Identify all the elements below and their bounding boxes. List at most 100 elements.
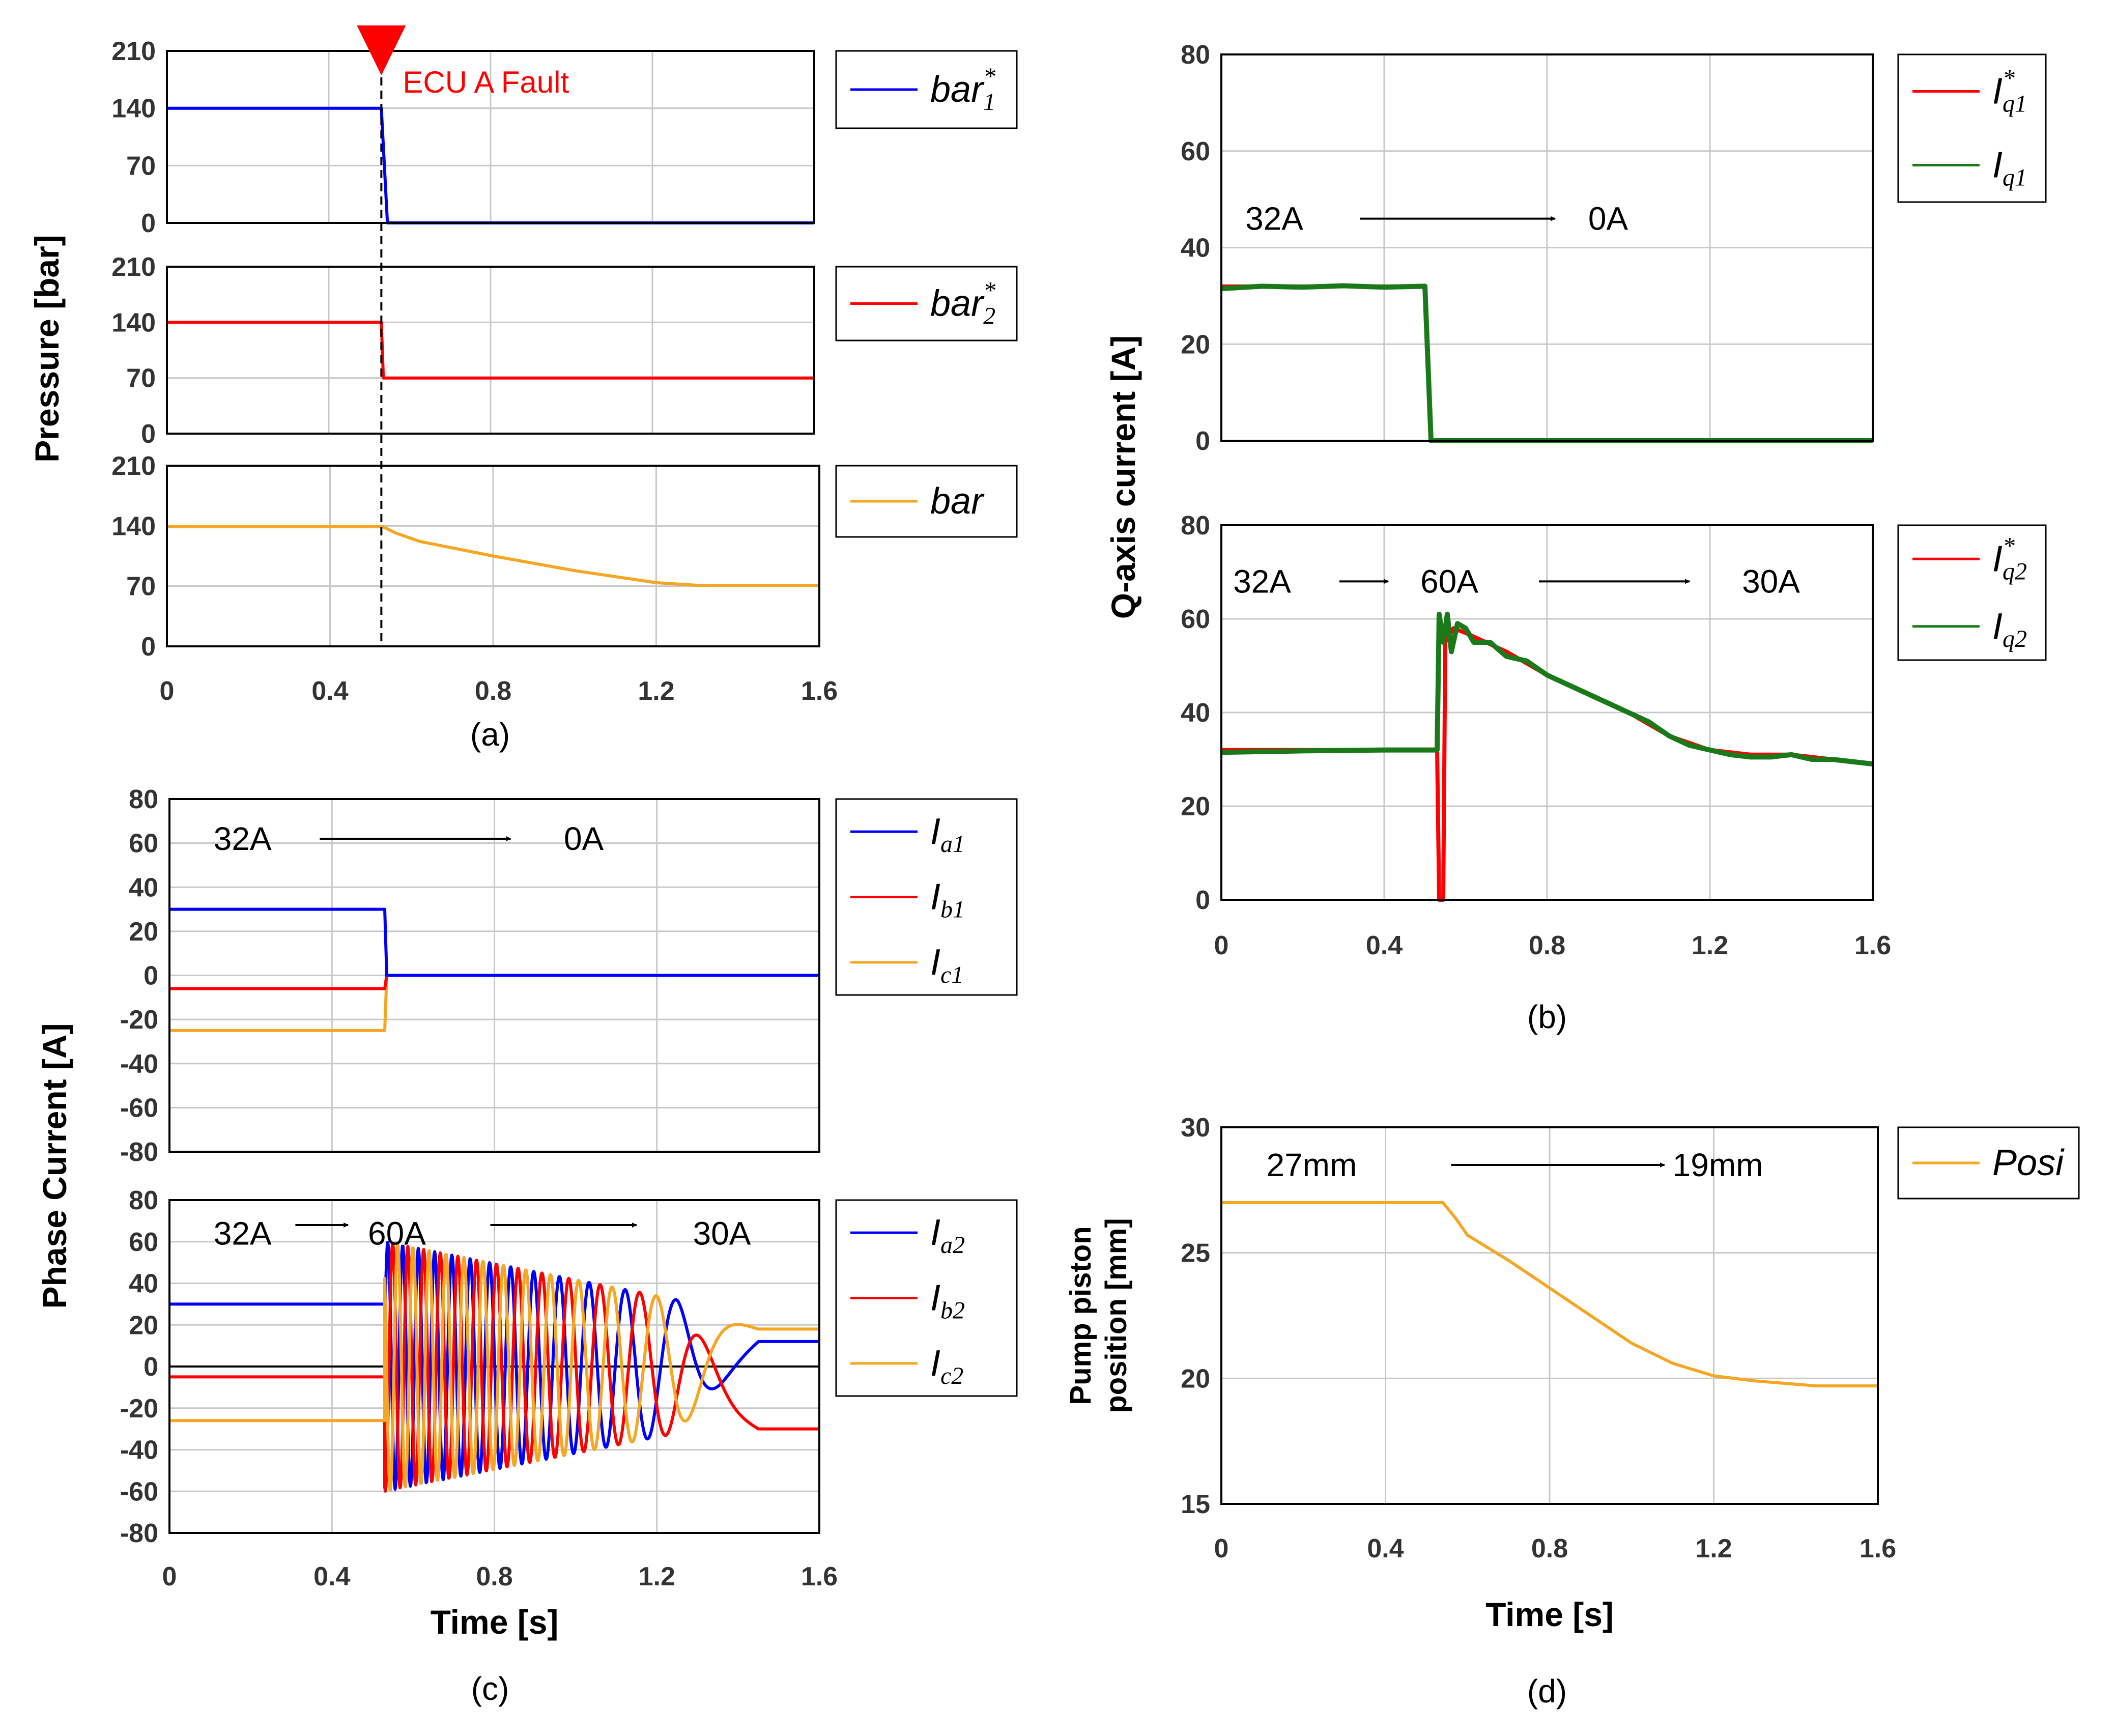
y-tick-label: 60 xyxy=(129,1228,158,1257)
y-tick-label: 140 xyxy=(111,94,156,124)
plot-frame xyxy=(166,465,820,647)
annotation-text: 27mm xyxy=(1266,1147,1357,1183)
annotation-text: 30A xyxy=(1742,563,1800,600)
series-group xyxy=(167,525,819,587)
x-tick-label: 1.2 xyxy=(1695,1534,1732,1563)
annotation-text: 30A xyxy=(693,1215,751,1251)
panel-caption: (c) xyxy=(471,1670,509,1707)
x-tick-label: 1.2 xyxy=(639,1562,675,1591)
annotation-text: 0A xyxy=(1588,201,1628,237)
subplot-a-2: 0 70 140 210 bar2* xyxy=(111,252,1018,449)
legend-box xyxy=(1897,524,2047,661)
legend-label: Ib2 xyxy=(930,1278,965,1324)
y-tick-label: -80 xyxy=(120,1519,158,1548)
y-tick-label: 20 xyxy=(129,1311,158,1340)
x-tick-label: 1.6 xyxy=(1854,931,1891,960)
annotation-text: 0A xyxy=(564,820,604,857)
plot-frame xyxy=(1220,524,1874,901)
y-tick-label: 210 xyxy=(111,37,156,66)
legend-label: Posi xyxy=(1992,1143,2065,1183)
y-axis-title: Q-axis current [A] xyxy=(1104,335,1142,619)
plot-frame xyxy=(166,266,815,435)
annotation-text: 32A xyxy=(214,820,272,857)
x-tick-label: 0.4 xyxy=(311,676,348,706)
y-tick-label: 15 xyxy=(1181,1490,1210,1519)
y-tick-label: -20 xyxy=(120,1394,158,1424)
y-tick-label: 0 xyxy=(1195,886,1210,915)
x-tick-label: 0.8 xyxy=(476,1562,512,1591)
legend-box xyxy=(1897,53,2047,203)
series-Ib2 xyxy=(169,1241,819,1493)
series-Ia2 xyxy=(169,1240,819,1491)
y-tick-label: 60 xyxy=(1181,605,1210,634)
subplot-d-1: 15 20 25 30 27mm 19mm Posi xyxy=(1181,1113,2080,1519)
x-tick-label: 0 xyxy=(1214,1534,1229,1563)
y-tick-label: 20 xyxy=(129,917,158,947)
annotation-text: 32A xyxy=(1245,201,1303,237)
x-tick-label: 1.6 xyxy=(801,1562,838,1591)
x-axis-title: Time [s] xyxy=(1485,1596,1614,1633)
series-Ia1 xyxy=(169,907,819,977)
y-tick-label: 210 xyxy=(111,252,156,282)
y-axis-title: Phase Current [A] xyxy=(36,1023,73,1308)
y-tick-label: 0 xyxy=(1195,426,1210,456)
subplot-c-1: -80 -60 -40 -20 0 20 40 60 80 32A 0A Ia1 Ib1 Ic1 xyxy=(120,785,1018,1167)
series-Iq2 xyxy=(1221,611,1873,767)
panel-b: 0 20 40 60 80 32A 0A Iq1* Iq1 0 20 40 60 80 32A 60A 30A I… xyxy=(1104,40,2047,1035)
x-tick-label: 0 xyxy=(160,676,175,706)
legend-label: Ic2 xyxy=(930,1343,963,1389)
y-tick-label: 70 xyxy=(126,364,156,393)
y-tick-label: 40 xyxy=(129,1269,158,1299)
y-tick-label: 80 xyxy=(129,785,158,814)
subplot-b-2: 0 20 40 60 80 32A 60A 30A Iq2* Iq2 xyxy=(1181,511,2047,915)
subplot-c-2: -80 -60 -40 -20 0 20 40 60 80 32A 60A 30A Ia2 Ib2 Ic2 xyxy=(120,1186,1018,1548)
legend-label: Ib1 xyxy=(930,877,965,923)
panel-caption: (b) xyxy=(1527,999,1567,1035)
series-Posi xyxy=(1221,1201,1878,1388)
series-group xyxy=(169,907,819,1032)
x-tick-label: 1.2 xyxy=(1692,931,1728,960)
annotation-text: 60A xyxy=(1420,563,1478,600)
annotation-text: 60A xyxy=(368,1215,426,1251)
y-tick-label: 0 xyxy=(141,419,156,449)
y-tick-label: -60 xyxy=(120,1477,158,1506)
x-tick-label: 0.8 xyxy=(475,676,511,706)
x-tick-label: 0.4 xyxy=(1367,1534,1404,1563)
x-tick-label: 0.4 xyxy=(313,1562,350,1591)
legend-label: bar xyxy=(930,481,985,522)
x-tick-label: 0.8 xyxy=(1529,931,1565,960)
y-tick-label: 60 xyxy=(1181,137,1210,166)
y-tick-label: 60 xyxy=(129,829,158,859)
panel-caption: (d) xyxy=(1527,1673,1567,1710)
y-tick-label: 140 xyxy=(111,308,156,337)
fault-label: ECU A Fault xyxy=(403,65,569,99)
legend-label: Iq1* xyxy=(1992,65,2027,118)
plot-frame xyxy=(166,50,815,224)
x-tick-label: 0.4 xyxy=(1366,931,1403,960)
y-tick-label: 70 xyxy=(126,572,156,602)
series-Ic2 xyxy=(169,1243,819,1492)
y-axis-title: Pressure [bar] xyxy=(28,235,66,463)
y-tick-label: 40 xyxy=(129,873,158,902)
series-group xyxy=(169,1240,819,1493)
plot-frame xyxy=(168,798,820,1153)
y-tick-label: 40 xyxy=(1181,234,1210,263)
y-tick-label: 20 xyxy=(1181,330,1210,359)
y-tick-label: 25 xyxy=(1181,1239,1210,1268)
legend-label: bar1* xyxy=(930,63,995,116)
series-Iq1 xyxy=(1221,283,1873,443)
y-tick-label: 140 xyxy=(111,511,156,541)
y-tick-label: 30 xyxy=(1181,1113,1210,1143)
y-tick-label: 80 xyxy=(129,1186,158,1215)
panel-caption: (a) xyxy=(470,716,510,753)
annotation-text: 32A xyxy=(214,1215,272,1251)
x-axis-title: Time [s] xyxy=(431,1603,559,1641)
panel-a: 0 70 140 210 bar1* 0 70 140 210 bar2* 0 70 140 210 bar… xyxy=(28,25,1018,753)
series-bar xyxy=(167,525,819,587)
y-tick-label: 20 xyxy=(1181,1364,1210,1393)
annotation-text: 32A xyxy=(1233,563,1291,600)
x-tick-label: 1.6 xyxy=(801,676,838,706)
plot-frame xyxy=(168,1199,820,1534)
subplot-b-1: 0 20 40 60 80 32A 0A Iq1* Iq1 xyxy=(1181,40,2047,456)
